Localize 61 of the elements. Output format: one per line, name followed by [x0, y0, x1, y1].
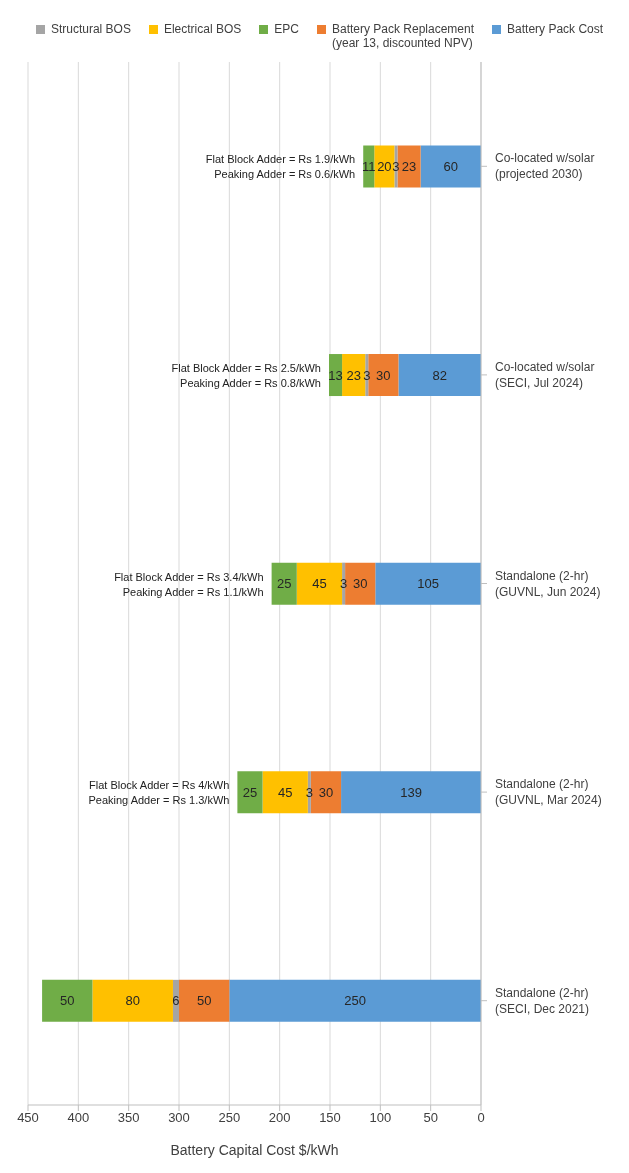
data-label: 60 [443, 159, 459, 175]
y-tick-label: Standalone (2-hr) (SECI, Dec 2021) [495, 985, 590, 1016]
annotation: Flat Block Adder = Rs 2.5/kWh Peaking Adder = Rs 0.8/kWh [171, 361, 321, 389]
data-label: 3 [339, 576, 348, 592]
x-tick-label: 400 [67, 1110, 90, 1126]
data-label: 50 [60, 993, 75, 1009]
bar [271, 562, 297, 605]
x-tick-label: 350 [117, 1110, 140, 1126]
x-tick-label: 100 [369, 1110, 392, 1126]
bar [92, 979, 173, 1022]
x-tick-label: 0 [477, 1110, 485, 1126]
bar [368, 354, 399, 397]
data-label: 45 [312, 576, 327, 592]
x-tick-label: 450 [17, 1110, 39, 1126]
data-label: 20 [377, 159, 392, 175]
bar [398, 354, 481, 397]
data-label: 139 [400, 784, 422, 800]
data-label: 80 [125, 993, 140, 1009]
x-tick-label: 150 [319, 1110, 341, 1126]
x-tick-label: 200 [268, 1110, 291, 1126]
legend-label: Electrical BOS [163, 22, 242, 36]
y-tick-label: Standalone (2-hr) (GUVNL, Jun 2024) [495, 568, 601, 599]
data-label: 45 [277, 784, 293, 800]
data-label: 25 [276, 576, 292, 592]
y-tick-label: Standalone (2-hr) (GUVNL, Mar 2024) [495, 777, 602, 808]
data-label: 250 [344, 993, 367, 1009]
x-tick-label: 50 [423, 1110, 438, 1126]
bar [229, 979, 481, 1022]
bar [397, 145, 421, 188]
bar [262, 771, 308, 814]
legend-label: EPC [274, 22, 299, 36]
data-label: 82 [432, 367, 447, 383]
y-tick-label: Co-located w/solar (SECI, Jul 2024) [495, 359, 595, 390]
bar [375, 562, 481, 605]
annotation: Flat Block Adder = Rs 1.9/kWh Peaking Adder = Rs 0.6/kWh [205, 153, 356, 181]
data-label: 30 [318, 784, 334, 800]
annotation: Flat Block Adder = Rs 3.4/kWh Peaking Adder = Rs 1.1/kWh [114, 570, 264, 598]
data-label: 23 [401, 159, 417, 175]
bar [42, 979, 93, 1022]
bar [179, 979, 230, 1022]
data-label: 105 [417, 576, 439, 592]
legend-label: Battery Pack Cost [507, 22, 604, 36]
data-label: 6 [172, 993, 180, 1009]
bar [420, 145, 481, 188]
legend-label: Structural BOS [50, 22, 131, 36]
data-label: 50 [196, 993, 212, 1009]
x-tick-label: 300 [168, 1110, 190, 1126]
bar [342, 354, 366, 397]
bar [237, 771, 263, 814]
data-label: 23 [346, 367, 361, 383]
data-label: 13 [328, 367, 343, 383]
bar [345, 562, 376, 605]
annotation: Flat Block Adder = Rs 4/kWh Peaking Adder = Rs 1.3/kWh [88, 779, 230, 807]
x-tick-label: 250 [218, 1110, 241, 1126]
legend-label: Battery Pack Replacement (year 13, discounted NPV) [331, 22, 475, 50]
data-label: 30 [376, 367, 391, 383]
bar [341, 771, 481, 814]
data-label: 30 [352, 576, 368, 592]
data-label: 25 [242, 784, 258, 800]
y-tick-label: Co-located w/solar (projected 2030) [495, 151, 595, 182]
x-axis-title: Battery Capital Cost $/kWh [170, 1142, 339, 1158]
